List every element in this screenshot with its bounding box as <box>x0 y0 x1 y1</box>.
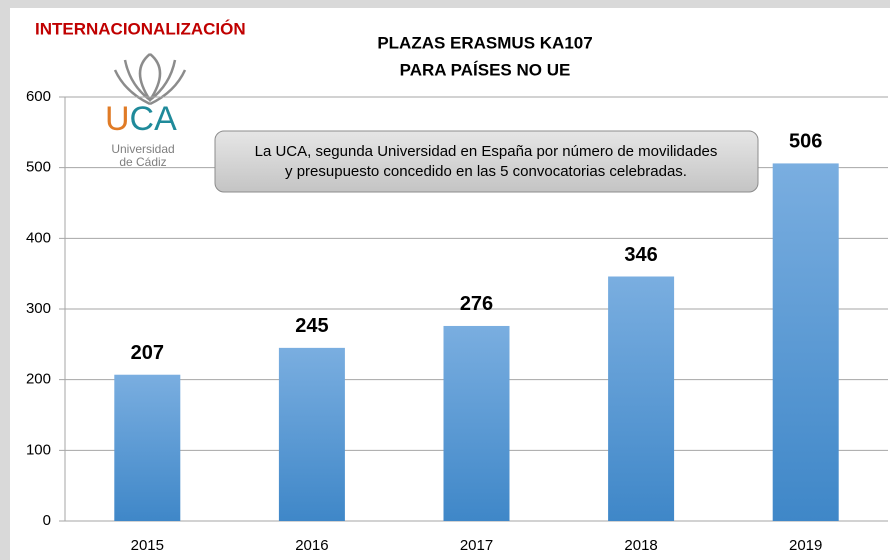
callout <box>214 130 759 193</box>
y-tick-label: 300 <box>26 300 51 317</box>
plot: 0 100 200 300 400 500 600 2015 207 2016 245 2017 276… <box>26 88 888 554</box>
bar <box>608 276 675 521</box>
data-label: 207 <box>131 342 164 364</box>
chart-title: PLAZAS ERASMUS KA107 <box>377 33 592 52</box>
x-tick-label: 2019 <box>789 537 822 554</box>
callout-text: La UCA, segunda Universidad en España po… <box>255 143 718 160</box>
x-tick-label: 2018 <box>624 537 657 554</box>
y-tick-label: 100 <box>26 441 51 458</box>
header: INTERNACIONALIZACIÓN <box>35 19 246 38</box>
data-label: 276 <box>460 293 493 315</box>
x-tick-label: 2016 <box>295 537 328 554</box>
y-tick-label: 600 <box>26 88 51 105</box>
data-label: 346 <box>624 244 657 266</box>
bar <box>114 374 181 521</box>
bar <box>278 347 345 521</box>
y-tick-label: 400 <box>26 229 51 246</box>
bar <box>772 163 839 521</box>
x-tick-label: 2017 <box>460 537 493 554</box>
chart-title: PARA PAÍSES NO UE <box>400 60 571 79</box>
logo-line: de Cádiz <box>119 155 166 169</box>
y-tick-label: 200 <box>26 371 51 388</box>
bar <box>443 325 510 521</box>
logo-line: Universidad <box>111 142 174 156</box>
x-tick-label: 2015 <box>131 537 164 554</box>
data-label: 245 <box>295 315 328 337</box>
y-tick-label: 500 <box>26 159 51 176</box>
callout-text: y presupuesto concedido en las 5 convoca… <box>285 163 687 180</box>
y-tick-label: 0 <box>43 512 51 529</box>
data-label: 506 <box>789 131 822 153</box>
logo-text: UCA <box>105 100 177 138</box>
